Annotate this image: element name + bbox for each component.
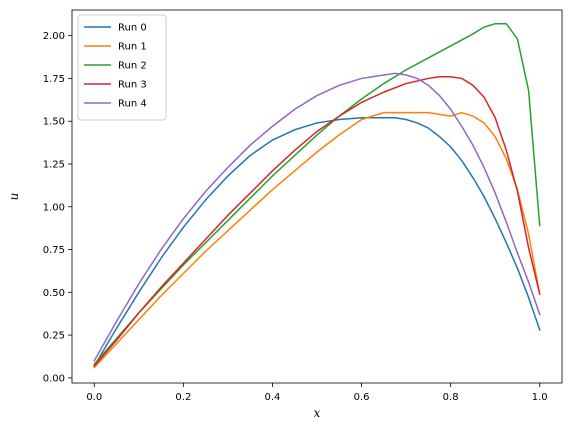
legend: Run 0 Run 1 Run 2 Run 3 Run 4 (77, 14, 167, 121)
series-line-run-4 (93, 72, 541, 362)
legend-label: Run 2 (118, 61, 147, 72)
series-line-run-2 (93, 22, 541, 366)
x-tick-label: 0.4 (265, 392, 281, 403)
x-tick-label: 0.0 (86, 392, 102, 403)
legend-box (77, 14, 167, 121)
legend-label: Run 0 (118, 23, 147, 34)
y-tick-label: 2.00 (43, 31, 65, 42)
series-line-run-3 (93, 75, 541, 367)
x-axis-ticks: 0.0 0.2 0.4 0.6 0.8 1.0 (86, 383, 548, 403)
y-tick-label: 1.25 (43, 159, 65, 170)
x-axis-label: x (314, 406, 321, 420)
legend-label: Run 4 (118, 99, 147, 110)
y-tick-label: 0.25 (43, 331, 65, 342)
y-tick-label: 0.50 (43, 288, 65, 299)
plot-series (93, 22, 541, 369)
y-axis-label: u (7, 193, 21, 201)
x-tick-label: 0.2 (175, 392, 191, 403)
y-tick-label: 0.75 (43, 245, 65, 256)
plot-frame (71, 9, 563, 384)
legend-label: Run 3 (118, 80, 147, 91)
y-tick-label: 1.00 (43, 202, 65, 213)
y-tick-label: 0.00 (43, 373, 65, 384)
x-tick-label: 1.0 (532, 392, 548, 403)
legend-label: Run 1 (118, 42, 147, 53)
y-axis-ticks: 0.00 0.25 0.50 0.75 1.00 1.25 1.50 1.75 2.00 (43, 31, 72, 384)
y-tick-label: 1.75 (43, 74, 65, 85)
series-line-run-1 (93, 111, 541, 369)
y-tick-label: 1.50 (43, 117, 65, 128)
series-line-run-0 (93, 117, 541, 367)
x-tick-label: 0.6 (354, 392, 370, 403)
x-tick-label: 0.8 (443, 392, 459, 403)
